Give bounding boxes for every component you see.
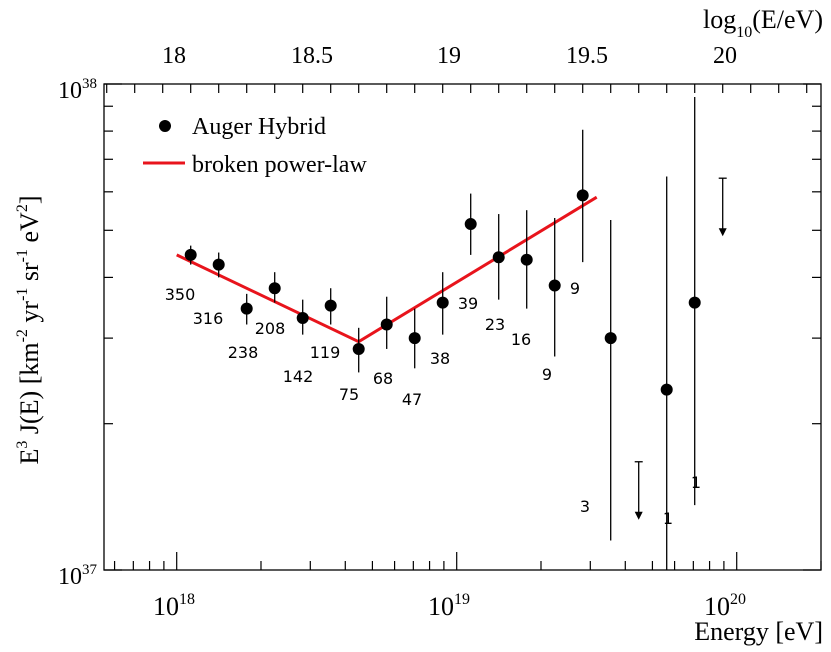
data-point [436,296,449,309]
top-tick-label-19: 19 [437,43,461,69]
top-tick-label-20: 20 [713,43,737,69]
event-count-label: 208 [255,319,286,338]
x-tick-label-1e20: 1020 [704,591,746,621]
data-point [184,248,197,261]
data-point [688,296,701,309]
plot-frame [103,83,822,571]
y-axis-title: E3 J(E) [km-2 yr-1 sr-1 eV2] [14,195,44,464]
event-count-label: 47 [402,390,422,409]
event-count-label: 3 [580,497,590,516]
x-tick-label-1e19: 1019 [428,591,470,621]
event-count-label: 142 [283,367,314,386]
event-count-label: 1 [691,473,701,492]
data-point [548,279,561,292]
data-point [296,312,309,325]
data-point [576,189,589,202]
upper-limits-layer [634,177,727,520]
legend: Auger Hybrid broken power-law [143,114,367,178]
x-axis-title: Energy [eV] [694,617,823,646]
top-tick-label-18: 18 [162,43,186,69]
event-count-label: 38 [430,349,450,368]
data-point [604,332,617,345]
legend-label-broken-power-law: broken power-law [192,152,367,178]
event-count-label: 23 [485,315,505,334]
event-count-label: 238 [228,343,259,362]
event-count-label: 39 [458,294,478,313]
upper-limit-arrowhead [718,228,727,237]
event-count-label: 68 [373,369,393,388]
event-count-label: 350 [165,285,196,304]
x-tick-label-1e18: 1018 [153,591,195,621]
event-count-label: 9 [542,365,552,384]
data-points-layer [184,189,701,396]
legend-label-auger-hybrid: Auger Hybrid [192,114,326,140]
event-count-label: 316 [193,309,224,328]
data-point [660,383,673,396]
data-point [268,282,281,295]
data-point [240,302,253,315]
upper-limit-arrowhead [634,511,643,520]
event-count-label: 16 [511,330,531,349]
event-count-label: 75 [339,385,359,404]
y-axis-ticks [104,83,821,571]
top-tick-label-18-5: 18.5 [291,43,333,69]
data-point [352,342,365,355]
legend-marker-auger-hybrid [159,120,171,132]
top-axis-ticks [106,84,808,93]
top-tick-label-19-5: 19.5 [566,43,608,69]
data-point [212,258,225,271]
data-point [464,218,477,231]
top-axis-title: log10(E/eV) [703,5,823,41]
y-tick-label-1e37: 1037 [58,562,98,590]
event-count-label: 119 [310,343,341,362]
y-tick-label-1e38: 1038 [58,76,97,104]
data-point [492,251,505,264]
data-point [324,299,337,312]
event-count-label: 1 [663,509,673,528]
event-count-label: 9 [570,279,580,298]
x-axis-ticks [113,552,822,570]
data-point [520,253,533,266]
data-point [408,332,421,345]
data-point [380,318,393,331]
